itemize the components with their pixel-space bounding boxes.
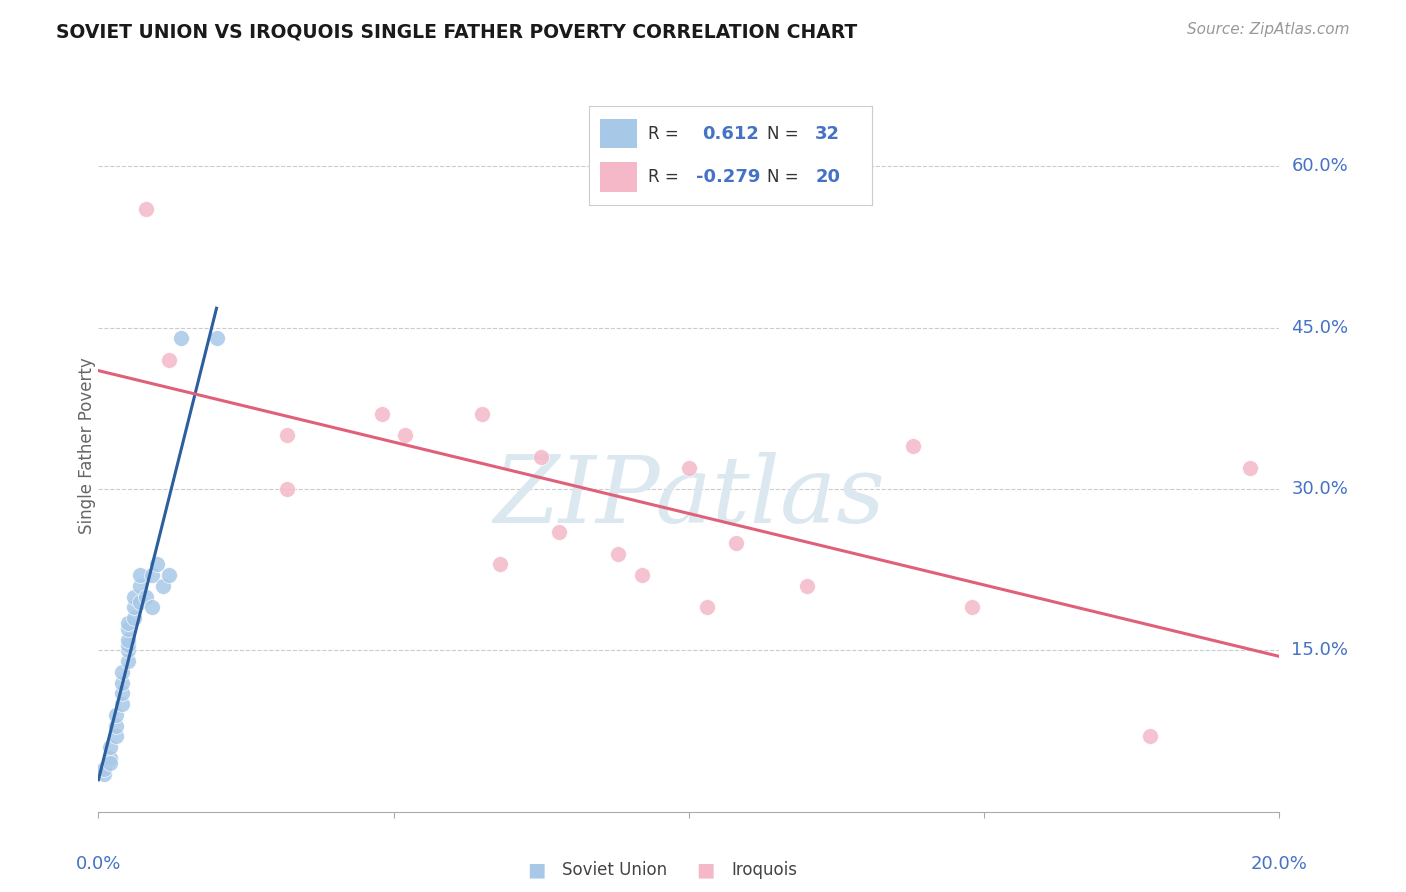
Point (630, 568, 652, 582)
Point (696, 600, 718, 615)
Point (205, 331, 228, 345)
Point (117, 622, 139, 636)
Point (146, 558, 169, 572)
Text: 30.0%: 30.0% (1291, 480, 1348, 498)
Text: -0.279: -0.279 (696, 168, 761, 186)
Point (105, 730, 128, 744)
Point (122, 600, 145, 615)
Point (276, 428, 298, 442)
Point (394, 428, 416, 442)
Text: ■: ■ (527, 860, 546, 880)
Point (105, 707, 128, 722)
Text: 60.0%: 60.0% (1291, 157, 1348, 176)
Point (128, 568, 150, 582)
Point (725, 536, 748, 550)
Point (141, 600, 163, 615)
Point (1239, 460, 1261, 475)
Text: 45.0%: 45.0% (1291, 318, 1348, 336)
Point (117, 643, 139, 657)
Text: Iroquois: Iroquois (731, 861, 797, 879)
Point (1139, 730, 1161, 744)
FancyBboxPatch shape (600, 119, 637, 148)
Text: N =: N = (768, 168, 799, 186)
Point (128, 595, 150, 609)
Point (98, 740, 121, 755)
Point (962, 600, 984, 615)
Point (678, 460, 700, 475)
Point (471, 407, 494, 421)
Point (152, 579, 174, 593)
Text: 15.0%: 15.0% (1291, 641, 1348, 659)
Point (117, 638, 139, 652)
Text: 20.0%: 20.0% (1251, 855, 1308, 872)
Point (157, 353, 180, 368)
Text: SOVIET UNION VS IROQUOIS SINGLE FATHER POVERTY CORRELATION CHART: SOVIET UNION VS IROQUOIS SINGLE FATHER P… (56, 22, 858, 41)
Text: R =: R = (648, 168, 679, 186)
Point (111, 686, 134, 700)
Point (141, 568, 163, 582)
Point (548, 524, 571, 539)
Text: Source: ZipAtlas.com: Source: ZipAtlas.com (1187, 22, 1350, 37)
Point (135, 590, 157, 604)
Point (530, 450, 553, 464)
Point (117, 616, 139, 631)
Text: 0.612: 0.612 (702, 125, 759, 143)
Point (111, 697, 134, 711)
Point (111, 665, 134, 679)
Text: N =: N = (768, 125, 799, 143)
Y-axis label: Single Father Poverty: Single Father Poverty (79, 358, 96, 534)
Point (128, 579, 150, 593)
Text: 0.0%: 0.0% (76, 855, 121, 872)
Point (105, 719, 128, 733)
Point (117, 632, 139, 647)
Point (489, 558, 512, 572)
Point (117, 654, 139, 668)
Point (157, 568, 180, 582)
Text: ■: ■ (696, 860, 714, 880)
Text: R =: R = (648, 125, 679, 143)
Text: 32: 32 (815, 125, 841, 143)
Point (122, 590, 145, 604)
Point (135, 202, 157, 217)
Point (93, 762, 115, 776)
Point (93, 767, 115, 781)
Point (371, 407, 394, 421)
Point (122, 611, 145, 625)
Text: 20: 20 (815, 168, 841, 186)
Point (170, 331, 193, 345)
Point (98, 756, 121, 771)
Point (98, 751, 121, 765)
Point (903, 439, 925, 453)
FancyBboxPatch shape (600, 162, 637, 192)
Point (276, 482, 298, 496)
Text: ZIPatlas: ZIPatlas (494, 452, 884, 542)
Point (796, 579, 818, 593)
Point (607, 547, 630, 561)
Text: Soviet Union: Soviet Union (562, 861, 668, 879)
Point (111, 675, 134, 690)
